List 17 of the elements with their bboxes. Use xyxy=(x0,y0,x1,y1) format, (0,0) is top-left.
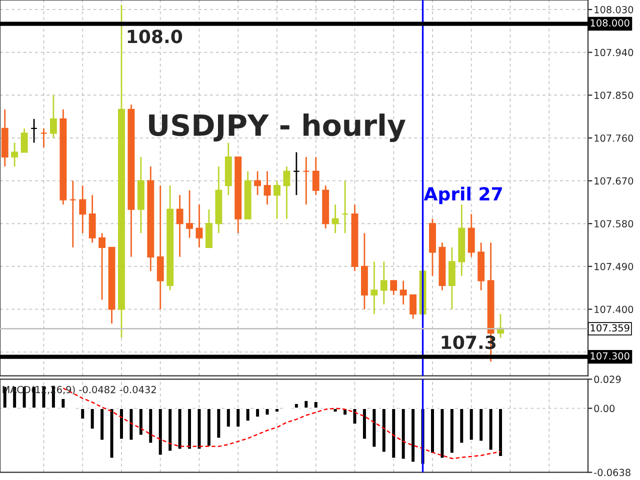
y-tick-label: 107.940 xyxy=(594,48,634,56)
ref-line-label: 107.300 xyxy=(590,352,630,360)
y-tick-label: 107.490 xyxy=(594,262,634,270)
text: USDJPY - hourly xyxy=(149,114,406,142)
annotation: 108.0 xyxy=(128,30,182,44)
annotation: April 27 xyxy=(424,186,502,204)
y-tick-label: 107.580 xyxy=(594,220,634,228)
y-tick-label: 0.029 xyxy=(594,376,621,384)
ref-line-label: 107.359 xyxy=(590,324,630,332)
y-tick-label: -0.0638 xyxy=(594,468,630,476)
y-tick-label: 108.030 xyxy=(594,6,634,14)
ref-line-label: 108.000 xyxy=(590,19,630,27)
y-tick-label: 107.670 xyxy=(594,177,634,185)
y-tick-label: 107.760 xyxy=(594,134,634,142)
y-tick-label: 107.850 xyxy=(594,92,634,99)
y-tick-label: 0.00 xyxy=(594,404,615,412)
y-tick-label: 107.400 xyxy=(594,306,634,314)
